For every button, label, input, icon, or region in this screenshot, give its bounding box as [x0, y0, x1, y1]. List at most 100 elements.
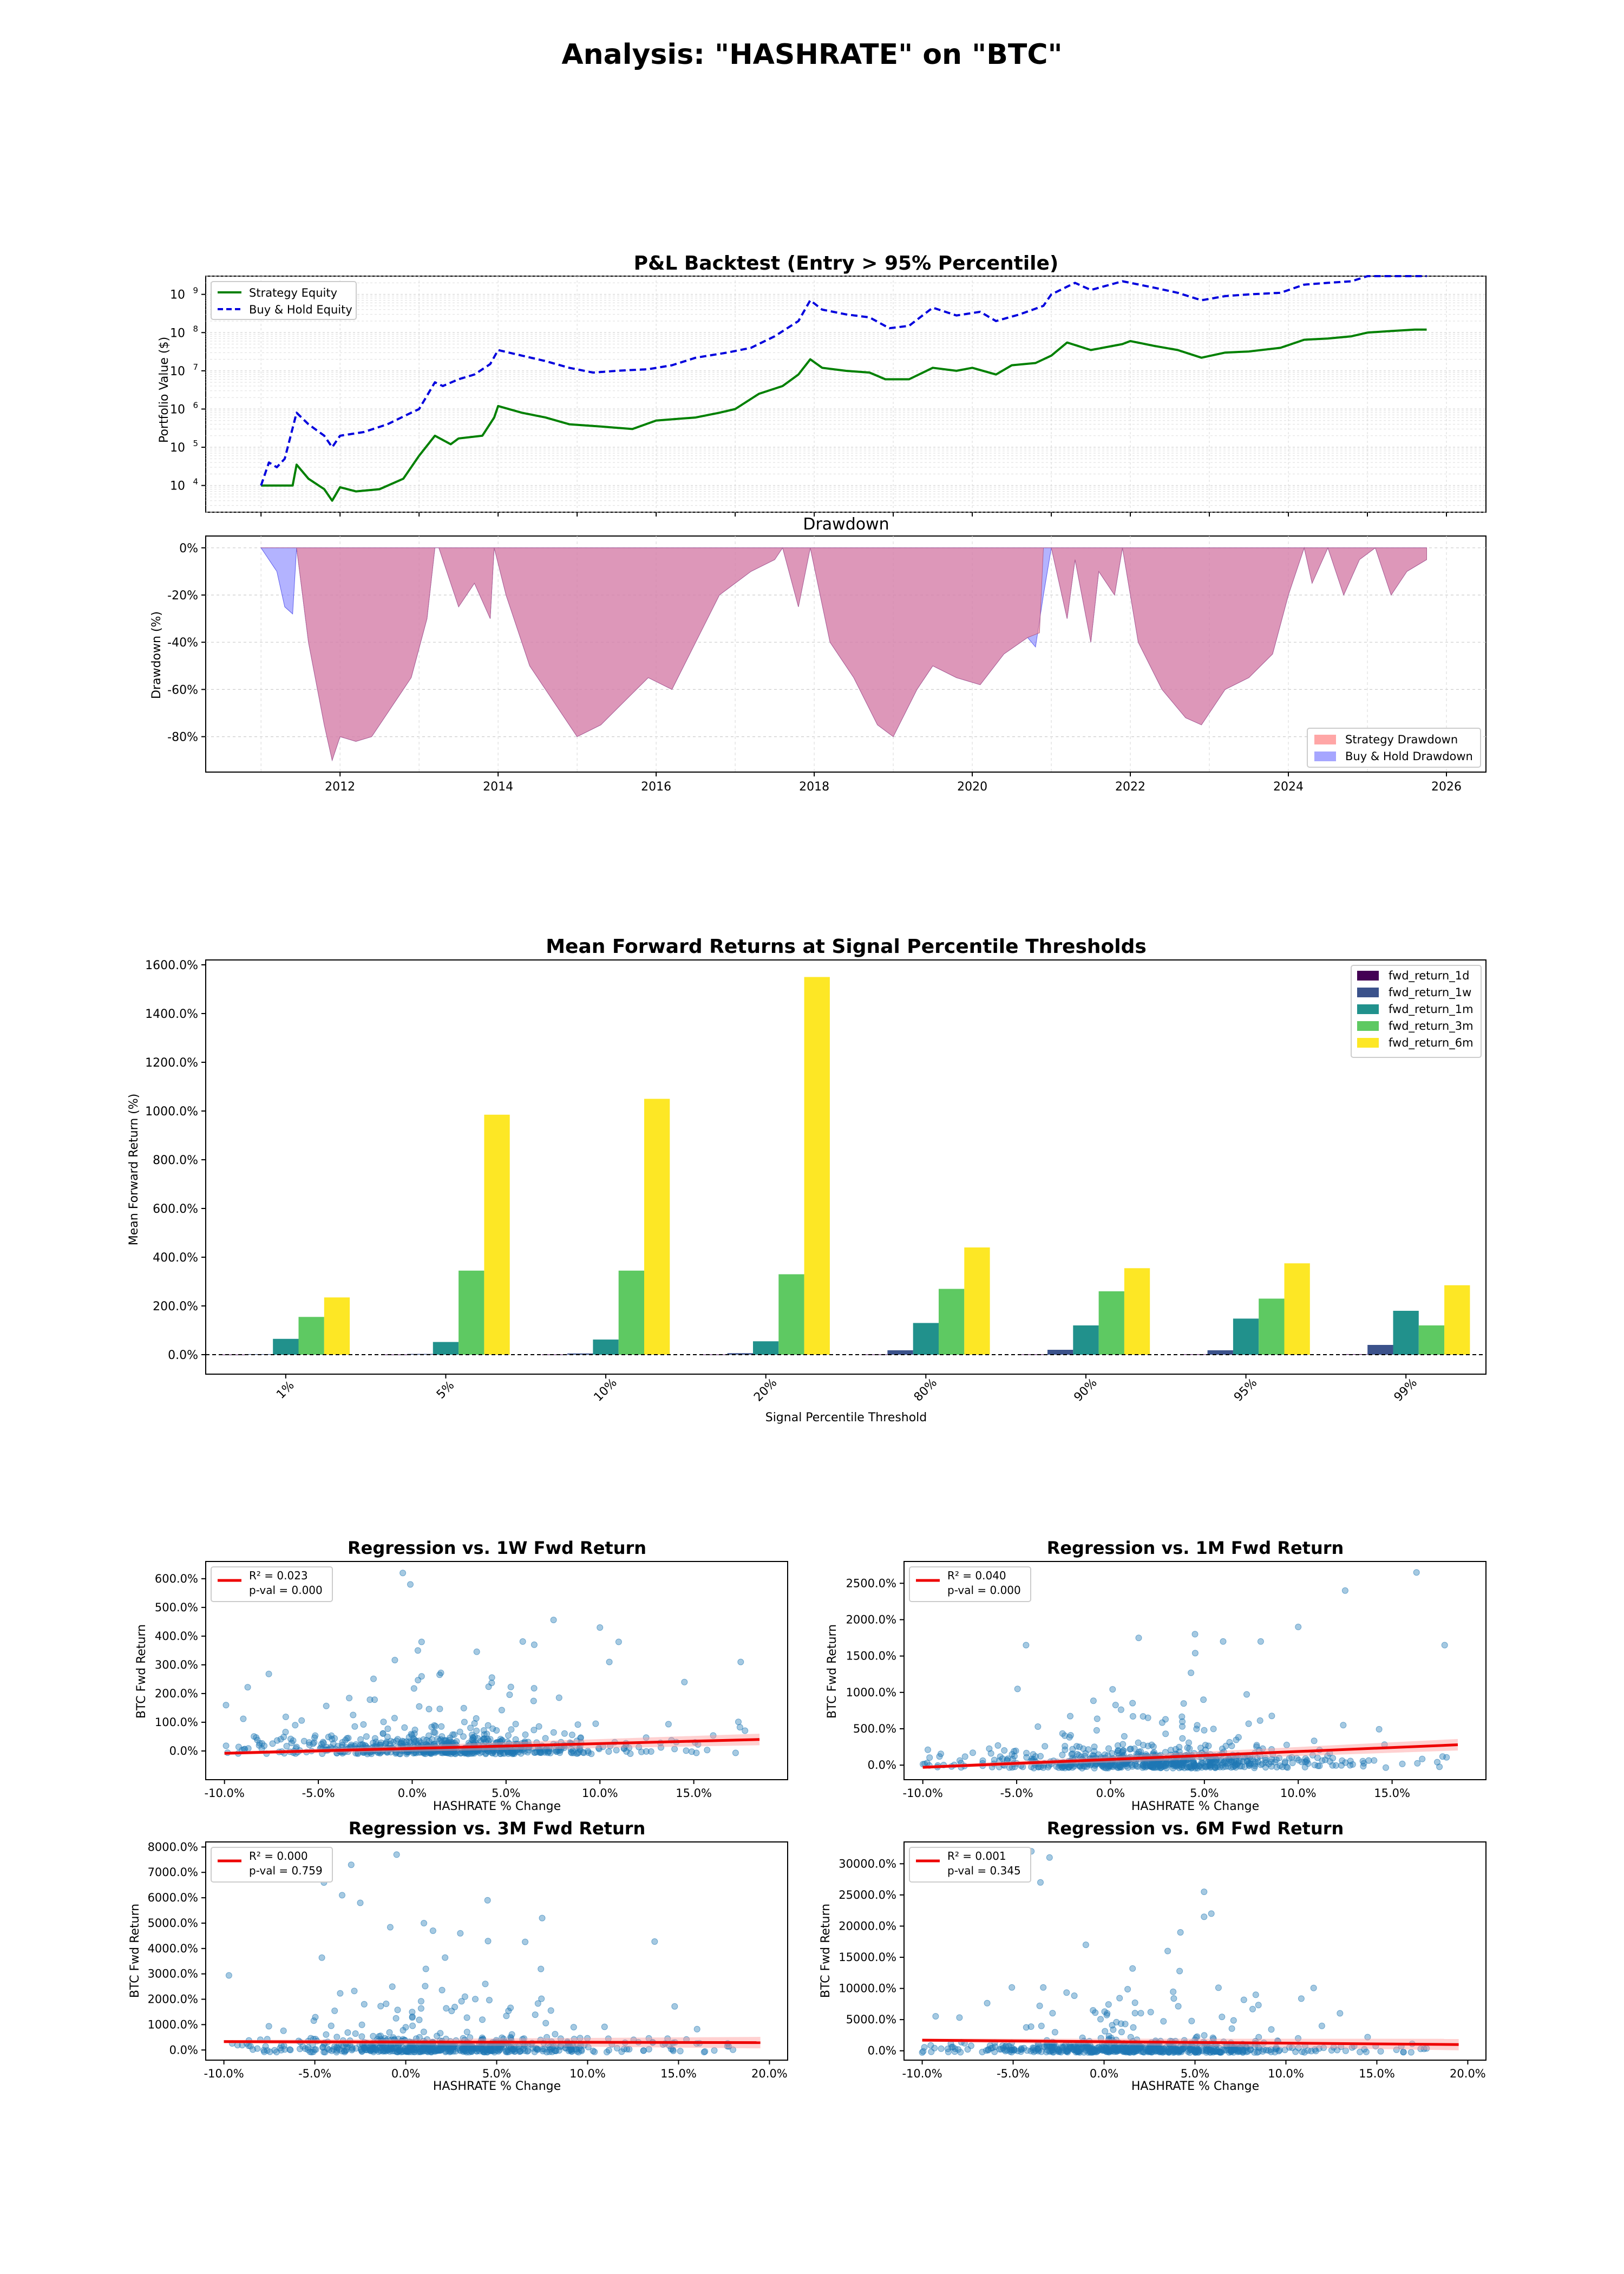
mean-returns-bar — [324, 1297, 350, 1355]
mean-returns-y-tick-label: 1600.0% — [145, 959, 198, 972]
legend-swatch-1d — [1357, 971, 1379, 981]
reg-1m-point — [1152, 1763, 1160, 1770]
reg-3m-point — [425, 2046, 432, 2053]
reg-3m-point — [408, 2048, 415, 2055]
reg-3m-point — [442, 1954, 449, 1961]
reg-6m-point — [1252, 1991, 1259, 1998]
reg-6m-point — [1156, 2045, 1163, 2052]
reg-3m-point — [323, 2031, 330, 2038]
reg-3m-point — [467, 2034, 474, 2041]
mean-returns-bar — [1418, 1325, 1445, 1355]
reg-6m-point — [1018, 2046, 1025, 2053]
reg-1m-point — [1172, 1746, 1179, 1753]
drawdown-x-tick-label: 2020 — [957, 780, 987, 794]
reg-1w-point — [509, 1750, 516, 1757]
reg-3m-point — [532, 2045, 539, 2051]
mean-returns-bar — [298, 1317, 324, 1355]
reg-6m-point — [920, 2048, 927, 2055]
reg-1m-point — [1098, 1762, 1105, 1769]
reg-1w-outlier-point — [414, 1647, 421, 1654]
reg-6m-point — [1301, 2049, 1308, 2056]
drawdown-x-tick-label: 2018 — [799, 780, 829, 794]
reg-1m-point — [1180, 1700, 1187, 1707]
reg-1w-point — [371, 1735, 378, 1742]
reg-1m-point — [1339, 1757, 1346, 1764]
reg-1m-point — [1359, 1757, 1366, 1765]
reg-1w-x-tick-label: 0.0% — [398, 1787, 427, 1800]
reg-6m-point — [1215, 1984, 1222, 1991]
reg-1m-point — [1121, 1733, 1128, 1740]
reg-3m-point — [322, 2049, 329, 2056]
mean-returns-ylabel: Mean Forward Return (%) — [127, 1094, 141, 1245]
reg-3m-point — [677, 2048, 684, 2055]
reg-6m-point — [1090, 2007, 1097, 2014]
reg-1m-point — [1112, 1702, 1119, 1709]
reg-6m-point — [1193, 2048, 1199, 2055]
reg-3m-point — [409, 2013, 416, 2020]
reg-1w-point — [488, 1674, 495, 1681]
reg-3m-point — [358, 2021, 365, 2028]
reg-1w-point — [556, 1747, 563, 1754]
reg-6m-point — [1243, 2048, 1250, 2055]
reg-3m-point — [416, 2034, 423, 2041]
reg-1w-point — [396, 1750, 403, 1757]
reg-1m-point — [1042, 1743, 1049, 1750]
reg-3m-point — [472, 1996, 479, 2003]
equity-y-tick-label: 10 — [170, 480, 185, 493]
reg-1w-point — [451, 1740, 458, 1747]
reg-6m-point — [1063, 1989, 1070, 1996]
reg-3m-outlier-point — [393, 1851, 400, 1858]
reg-6m-outlier-point — [1177, 1929, 1184, 1936]
reg-3m-point — [266, 2048, 273, 2055]
reg-3m-fit-line — [224, 2040, 761, 2044]
reg-1m-point — [1105, 1763, 1112, 1770]
reg-6m-point — [1131, 1999, 1138, 2006]
reg-6m-point — [1175, 2003, 1182, 2010]
reg-3m-point — [484, 1938, 492, 1945]
reg-1m-point — [1093, 1727, 1100, 1734]
reg-1w-point — [467, 1724, 474, 1731]
reg-1w-point — [643, 1748, 650, 1755]
reg-3m-point — [341, 2048, 348, 2054]
reg-3m-y-tick-label: 8000.0% — [148, 1840, 198, 1853]
reg-1w-point — [636, 1743, 643, 1750]
legend-label-1w: fwd_return_1w — [1389, 986, 1471, 999]
reg-3m-point — [585, 2043, 592, 2050]
reg-6m-title: Regression vs. 6M Fwd Return — [1047, 1818, 1344, 1839]
equity-y-tick-label: 10 — [170, 326, 185, 340]
reg-3m-point — [702, 2048, 709, 2055]
reg-1m-point — [1034, 1723, 1042, 1730]
reg-1m-point — [1184, 1764, 1191, 1771]
reg-1m-point — [1371, 1757, 1378, 1764]
reg-1m-point — [1067, 1713, 1073, 1720]
equity-legend-box — [211, 281, 357, 320]
reg-6m-outlier-point — [1208, 1910, 1215, 1917]
reg-3m-point — [260, 2047, 267, 2054]
reg-1w-point — [366, 1696, 374, 1703]
drawdown-x-tick-label: 2012 — [325, 780, 355, 794]
reg-1m-point — [1004, 1755, 1011, 1762]
reg-1m-point — [1148, 1741, 1155, 1748]
reg-1m-point — [1117, 1706, 1124, 1713]
reg-1m-title: Regression vs. 1M Fwd Return — [1047, 1538, 1344, 1558]
reg-6m-outlier-point — [1046, 1854, 1053, 1861]
reg-1m-point — [1262, 1755, 1269, 1761]
reg-1m-point — [1014, 1685, 1021, 1693]
reg-1w-point — [461, 1718, 468, 1726]
mean-returns-bars — [221, 977, 1470, 1355]
reg-3m-point — [333, 2034, 340, 2041]
equity-ylabel: Portfolio Value ($) — [158, 337, 171, 443]
reg-3m-point — [590, 2048, 597, 2054]
mean-returns-y-tick-label: 600.0% — [153, 1203, 198, 1216]
reg-1m-point — [994, 1742, 1001, 1749]
mean-returns-y-tick-label: 0.0% — [168, 1349, 198, 1362]
reg-6m-point — [1002, 2048, 1009, 2055]
reg-1m-point — [1236, 1763, 1243, 1770]
reg-1w-y-tick-label: 0.0% — [169, 1744, 198, 1757]
reg-1w-pval: p-val = 0.000 — [249, 1584, 323, 1597]
reg-1m-point — [926, 1754, 933, 1761]
reg-6m-point — [1034, 2046, 1041, 2053]
mean-returns-chart: Mean Forward Returns at Signal Percentil… — [127, 936, 1487, 1424]
reg-6m-point — [1131, 2010, 1138, 2017]
reg-1w-point — [643, 1734, 650, 1741]
